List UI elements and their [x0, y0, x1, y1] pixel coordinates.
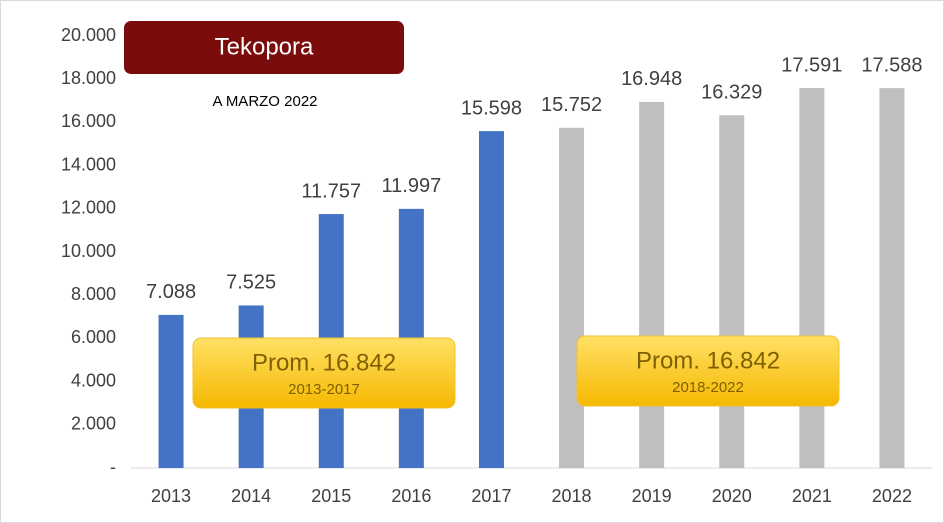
y-tick-label: 10.000	[61, 241, 116, 261]
x-tick-label: 2019	[632, 486, 672, 506]
y-tick-label: 8.000	[71, 284, 116, 304]
y-tick-label: 18.000	[61, 68, 116, 88]
data-label: 17.591	[781, 54, 842, 76]
x-tick-label: 2020	[712, 486, 752, 506]
average-period: 2013-2017	[288, 381, 360, 398]
average-box	[192, 337, 456, 409]
average-label: Prom. 16.842	[252, 349, 396, 376]
y-tick-label: 14.000	[61, 154, 116, 174]
x-tick-label: 2016	[391, 486, 431, 506]
y-tick-label: 16.000	[61, 111, 116, 131]
y-tick-label: 6.000	[71, 327, 116, 347]
bar	[478, 131, 504, 469]
data-label: 11.997	[382, 175, 442, 197]
title-box	[124, 21, 404, 74]
x-tick-label: 2014	[231, 486, 271, 506]
y-tick-label: 12.000	[61, 198, 116, 218]
data-label: 11.757	[301, 180, 361, 202]
average-box	[576, 335, 840, 407]
data-label: 15.752	[541, 94, 602, 116]
x-tick-label: 2015	[311, 486, 351, 506]
bar	[879, 88, 905, 469]
x-tick-label: 2017	[471, 486, 511, 506]
x-tick-label: 2022	[872, 486, 912, 506]
y-tick-label: -	[110, 457, 116, 477]
y-tick-label: 2.000	[71, 414, 116, 434]
data-label: 17.588	[861, 54, 922, 76]
plot-area: - 2.000 4.000 6.000 8.000 10.000 12.000 14.000 1…	[61, 25, 932, 506]
x-tick-label: 2013	[151, 486, 191, 506]
y-tick-label: 20.000	[61, 25, 116, 45]
y-tick-label: 4.000	[71, 370, 116, 390]
x-tick-label: 2018	[552, 486, 592, 506]
x-tick-label: 2021	[792, 486, 832, 506]
bar	[559, 127, 585, 468]
data-label: 15.598	[461, 97, 522, 119]
average-period: 2018-2022	[672, 379, 744, 396]
bar	[799, 88, 825, 469]
data-label: 16.948	[621, 68, 682, 90]
average-label: Prom. 16.842	[636, 347, 780, 374]
chart-title: Tekopora	[215, 33, 314, 60]
chart-subtitle: A MARZO 2022	[212, 93, 317, 110]
bar	[158, 314, 184, 468]
data-label: 7.525	[226, 272, 276, 294]
bar	[639, 101, 665, 468]
bar	[719, 115, 745, 468]
data-label: 7.088	[146, 281, 196, 303]
data-label: 16.329	[701, 82, 762, 104]
